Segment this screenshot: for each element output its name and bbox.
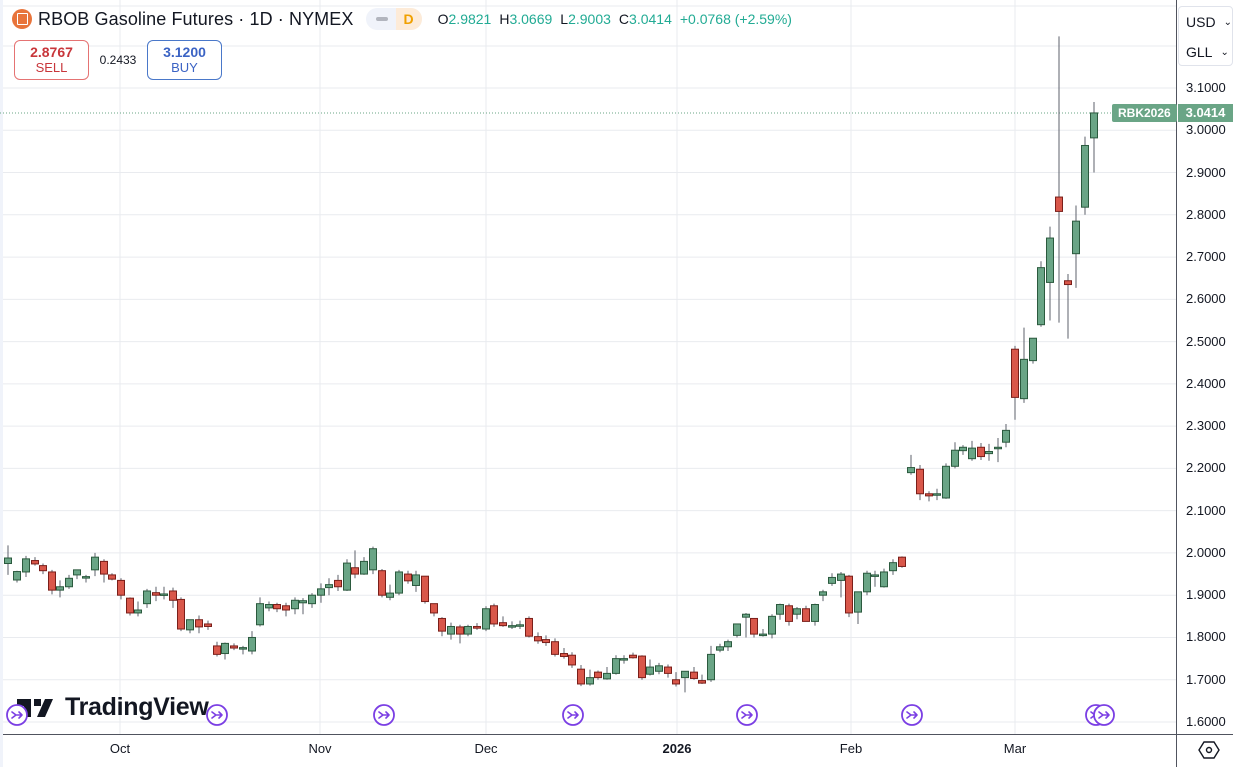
time-tick-label: Nov: [308, 741, 332, 756]
chart-header: RBOB Gasoline Futures · 1D · NYMEX D O2.…: [12, 8, 792, 30]
price-tick-label: 1.8000: [1186, 629, 1226, 645]
price-tick-label: 2.7000: [1186, 249, 1226, 265]
unit-dropdown[interactable]: GLL ⌄: [1186, 44, 1229, 60]
economic-event-icon[interactable]: [373, 704, 395, 726]
ohlc-legend: O2.9821 H3.0669 L2.9003 C3.0414 +0.0768 …: [437, 11, 792, 27]
time-tick-label: Feb: [839, 741, 863, 756]
economic-event-icon[interactable]: [901, 704, 923, 726]
symbol-title[interactable]: RBOB Gasoline Futures · 1D · NYMEX: [38, 8, 354, 29]
price-tick-label: 2.0000: [1186, 544, 1226, 560]
time-tick-label: Oct: [109, 741, 131, 756]
last-price-symbol-tag: RBK2026: [1112, 104, 1177, 122]
sell-price: 2.8767: [30, 44, 73, 60]
last-price-tag: 3.0414: [1178, 104, 1233, 122]
interval-toggle[interactable]: D: [365, 8, 422, 30]
low-value: 2.9003: [568, 11, 611, 27]
price-tick-label: 2.6000: [1186, 291, 1226, 307]
price-tick-label: 2.5000: [1186, 333, 1226, 349]
tradingview-logo[interactable]: TradingView: [17, 693, 209, 722]
buy-button[interactable]: 3.1200 BUY: [147, 40, 222, 80]
spread-value: 0.2433: [99, 53, 137, 67]
time-tick-label: Dec: [474, 741, 498, 756]
scale-menu: USD ⌄ GLL ⌄: [1178, 6, 1233, 66]
time-tick-label: 2026: [662, 741, 692, 756]
buy-price: 3.1200: [163, 44, 206, 60]
economic-event-icon[interactable]: [736, 704, 758, 726]
price-tick-label: 3.0000: [1186, 122, 1226, 138]
price-tick-label: 2.3000: [1186, 418, 1226, 434]
economic-event-icon[interactable]: [1093, 704, 1115, 726]
high-value: 3.0669: [509, 11, 553, 27]
price-tick-label: 2.4000: [1186, 375, 1226, 391]
fuel-can-icon: [12, 9, 32, 29]
price-tick-label: 1.7000: [1186, 671, 1226, 687]
time-tick-label: Mar: [1003, 741, 1027, 756]
currency-dropdown[interactable]: USD ⌄: [1186, 14, 1232, 30]
trade-panel: 2.8767 SELL 0.2433 3.1200 BUY: [14, 40, 222, 80]
interval-badge: D: [395, 8, 422, 30]
close-value: 3.0414: [629, 11, 672, 27]
price-tick-label: 2.1000: [1186, 502, 1226, 518]
price-tick-label: 2.2000: [1186, 460, 1226, 476]
open-value: 2.9821: [448, 11, 492, 27]
change-value: +0.0768 (+2.59%): [679, 11, 792, 27]
sell-label: SELL: [35, 60, 68, 75]
economic-event-icon[interactable]: [562, 704, 584, 726]
price-tick-label: 2.9000: [1186, 164, 1226, 180]
economic-event-icon[interactable]: [6, 704, 28, 726]
chevron-down-icon: ⌄: [1223, 16, 1232, 28]
price-tick-label: 2.8000: [1186, 206, 1226, 222]
price-tick-label: 1.9000: [1186, 587, 1226, 603]
economic-event-icon[interactable]: [206, 704, 228, 726]
chevron-down-icon: ⌄: [1220, 46, 1229, 58]
price-tick-label: 3.1000: [1186, 80, 1226, 95]
buy-label: BUY: [171, 60, 198, 75]
minus-icon: [375, 17, 388, 21]
chart-settings-icon[interactable]: [1198, 740, 1220, 760]
price-tick-label: 1.6000: [1186, 714, 1226, 729]
sell-button[interactable]: 2.8767 SELL: [14, 40, 89, 80]
